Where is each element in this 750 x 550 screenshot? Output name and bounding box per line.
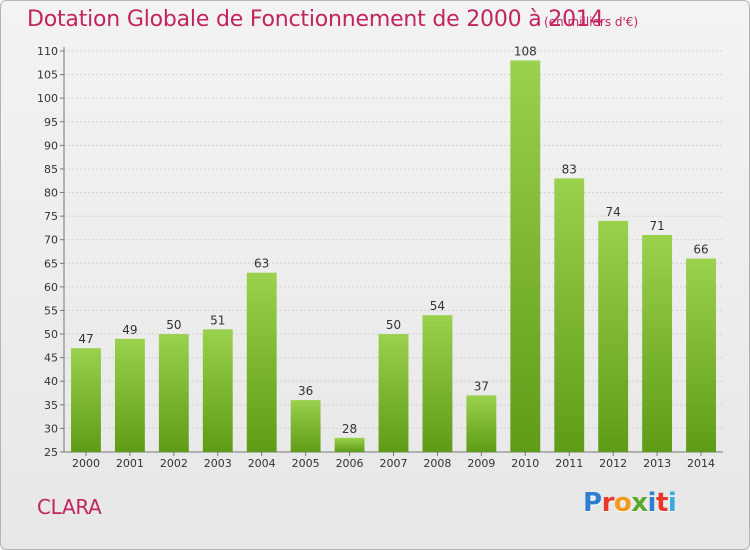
bar bbox=[114, 338, 145, 452]
data-label: 50 bbox=[386, 318, 401, 332]
y-tick-label: 25 bbox=[44, 446, 58, 459]
y-tick-label: 95 bbox=[44, 116, 58, 129]
bar bbox=[466, 395, 497, 452]
chart-title: Dotation Globale de Fonctionnement de 20… bbox=[27, 7, 604, 32]
logo-letter: P bbox=[583, 488, 602, 518]
data-label: 108 bbox=[514, 44, 537, 58]
logo-letter: i bbox=[667, 488, 677, 518]
data-label: 37 bbox=[474, 379, 489, 393]
y-tick-label: 45 bbox=[44, 352, 58, 365]
y-tick-label: 110 bbox=[37, 45, 58, 58]
x-tick-label: 2001 bbox=[116, 457, 144, 470]
data-label: 83 bbox=[562, 162, 577, 176]
data-label: 74 bbox=[606, 205, 621, 219]
x-tick-label: 2008 bbox=[423, 457, 451, 470]
x-tick-label: 2013 bbox=[643, 457, 671, 470]
data-label: 66 bbox=[693, 243, 708, 257]
x-tick-label: 2007 bbox=[380, 457, 408, 470]
x-tick-label: 2003 bbox=[204, 457, 232, 470]
y-tick-label: 30 bbox=[44, 422, 58, 435]
logo-letter: x bbox=[631, 488, 648, 518]
y-tick-label: 60 bbox=[44, 281, 58, 294]
x-tick-label: 2002 bbox=[160, 457, 188, 470]
data-label: 71 bbox=[649, 219, 664, 233]
y-tick-label: 40 bbox=[44, 375, 58, 388]
x-tick-label: 2011 bbox=[555, 457, 583, 470]
x-tick-label: 2009 bbox=[467, 457, 495, 470]
unit-note: (en milliers d'€) bbox=[544, 15, 639, 29]
data-label: 49 bbox=[122, 323, 137, 337]
bar bbox=[642, 234, 673, 452]
bar bbox=[246, 272, 277, 452]
x-tick-label: 2012 bbox=[599, 457, 627, 470]
bar bbox=[510, 60, 541, 452]
commune-name: CLARA bbox=[37, 495, 102, 519]
y-tick-label: 90 bbox=[44, 139, 58, 152]
y-tick-label: 35 bbox=[44, 399, 58, 412]
y-tick-label: 80 bbox=[44, 187, 58, 200]
proxiti-logo: Proxiti bbox=[583, 488, 677, 518]
bar bbox=[290, 400, 321, 452]
y-tick-label: 105 bbox=[37, 69, 58, 82]
x-tick-label: 2014 bbox=[687, 457, 715, 470]
logo-letter: t bbox=[655, 488, 668, 518]
logo-letter: i bbox=[647, 488, 657, 518]
y-tick-label: 50 bbox=[44, 328, 58, 341]
bar bbox=[334, 437, 365, 452]
x-tick-label: 2010 bbox=[511, 457, 539, 470]
y-tick-label: 65 bbox=[44, 257, 58, 270]
data-labels: 47 49 50 51 63 36 28 50 54 37 108 83 74 71 66 bbox=[78, 44, 708, 435]
x-tick-label: 2004 bbox=[248, 457, 276, 470]
data-label: 50 bbox=[166, 318, 181, 332]
bar bbox=[202, 329, 233, 452]
bar bbox=[71, 348, 101, 452]
bar bbox=[378, 334, 409, 452]
bar bbox=[158, 334, 189, 452]
x-tick-label: 2006 bbox=[336, 457, 364, 470]
data-label: 54 bbox=[430, 299, 445, 313]
data-label: 47 bbox=[78, 332, 93, 346]
y-tick-label: 100 bbox=[37, 92, 58, 105]
bar bbox=[422, 315, 453, 452]
data-label: 63 bbox=[254, 257, 269, 271]
y-tick-label: 70 bbox=[44, 234, 58, 247]
y-tick-label: 55 bbox=[44, 304, 58, 317]
bars bbox=[71, 60, 716, 452]
logo-letter: r bbox=[601, 488, 615, 518]
bar bbox=[554, 178, 585, 452]
data-label: 36 bbox=[298, 384, 313, 398]
data-label: 51 bbox=[210, 313, 225, 327]
x-tick-label: 2000 bbox=[72, 457, 100, 470]
data-label: 28 bbox=[342, 422, 357, 436]
logo-letter: o bbox=[613, 488, 632, 518]
bar bbox=[598, 220, 629, 452]
y-tick-label: 85 bbox=[44, 163, 58, 176]
y-tick-label: 75 bbox=[44, 210, 58, 223]
bar bbox=[686, 258, 716, 452]
x-tick-label: 2005 bbox=[292, 457, 320, 470]
